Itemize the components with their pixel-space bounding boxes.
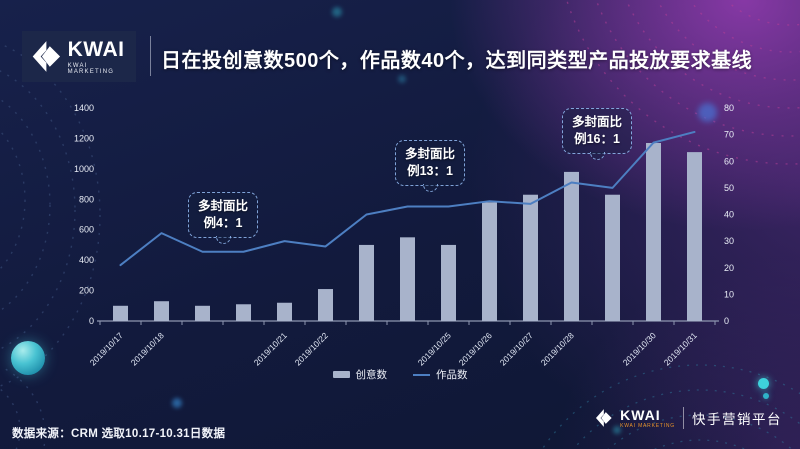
annotation-tail — [215, 235, 231, 244]
axis-tick-label: 2019/10/28 — [539, 330, 576, 367]
bar-2019/10/24 — [400, 237, 415, 321]
footer-brand-subtitle: KWAI MARKETING — [620, 422, 675, 429]
line-series-label: 作品数 — [436, 369, 468, 381]
axis-tick-label: 200 — [79, 286, 94, 296]
annotation-ratio-13-1: 多封面比 例13：1 — [395, 140, 466, 192]
bar-2019/10/28 — [564, 171, 579, 321]
axis-tick-label: 40 — [724, 210, 734, 220]
bar-series-label: 创意数 — [355, 369, 388, 381]
axis-tick-label: 60 — [724, 156, 734, 166]
axis-tick-label: 2019/10/22 — [293, 330, 330, 367]
axis-tick-label: 2019/10/17 — [88, 330, 125, 367]
bar-2019/10/29 — [605, 194, 620, 321]
footer-brand-name: KWAI — [620, 406, 661, 423]
bar-2019/10/21 — [277, 302, 292, 321]
axis-tick-label: 600 — [79, 225, 94, 235]
axis-tick-label: 70 — [724, 130, 734, 140]
axis-tick-label: 2019/10/25 — [416, 330, 453, 367]
footer-brand: KWAI KWAI MARKETING 快手营销平台 — [595, 407, 782, 429]
annotation-ratio-4-1: 多封面比 例4：1 — [188, 192, 259, 244]
axis-tick-label: 2019/10/26 — [457, 330, 494, 367]
axis-tick-label: 0 — [724, 316, 729, 326]
annotation-line2: 例16：1 — [574, 131, 620, 146]
annotation-tail — [422, 183, 438, 192]
data-source-note: 数据来源：CRM 选取10.17-10.31日数据 — [12, 428, 226, 440]
axis-tick-label: 2019/10/27 — [498, 330, 535, 367]
axis-tick-label: 30 — [724, 236, 734, 246]
header: KWAI KWAI MARKETING 日在投创意数500个，作品数40个，达到… — [0, 0, 800, 95]
axis-tick-label: 400 — [79, 255, 94, 265]
axis-tick-label: 1200 — [74, 133, 94, 143]
bar-2019/10/22 — [318, 289, 333, 321]
legend-item-line-series: 作品数 — [413, 367, 468, 382]
chart-legend: 创意数 作品数 — [0, 367, 800, 382]
annotation-line2: 例13：1 — [407, 163, 453, 178]
bar-2019/10/20 — [236, 304, 251, 321]
axis-tick-label: 10 — [724, 289, 734, 299]
annotation-tail — [589, 151, 605, 160]
axis-tick-label: 2019/10/31 — [662, 330, 699, 367]
bar-2019/10/30 — [646, 142, 661, 321]
annotation-line1: 多封面比 — [198, 199, 249, 213]
footer-platform-name: 快手营销平台 — [692, 412, 782, 427]
axis-tick-label: 1400 — [74, 103, 94, 113]
axis-tick-label: 0 — [89, 316, 94, 326]
bar-2019/10/18 — [154, 301, 169, 321]
annotation-ratio-16-1: 多封面比 例16：1 — [562, 108, 633, 160]
annotation-line2: 例4：1 — [203, 215, 243, 230]
axis-tick-label: 2019/10/18 — [129, 330, 166, 367]
kwai-footer-logo-icon — [596, 409, 612, 427]
axis-tick-label: 800 — [79, 194, 94, 204]
bar-2019/10/26 — [482, 202, 497, 321]
page-title: 日在投创意数500个，作品数40个，达到同类型产品投放要求基线 — [161, 50, 753, 72]
footer-divider — [683, 407, 684, 429]
annotation-line1: 多封面比 — [405, 147, 456, 161]
kwai-logo-block: KWAI KWAI MARKETING — [22, 31, 136, 82]
axis-tick-label: 50 — [724, 183, 734, 193]
brand-name: KWAI — [67, 37, 125, 61]
bar-2019/10/19 — [195, 305, 210, 321]
bar-2019/10/17 — [113, 305, 128, 321]
header-divider — [150, 36, 151, 76]
bar-2019/10/31 — [687, 152, 702, 321]
axis-tick-label: 20 — [724, 263, 734, 273]
brand-subtitle: KWAI MARKETING — [67, 62, 115, 75]
line-series-swatch — [413, 373, 430, 376]
axis-tick-label: 2019/10/30 — [621, 330, 658, 367]
legend-item-bar-series: 创意数 — [332, 367, 388, 382]
kwai-logo-icon — [32, 41, 61, 72]
axis-tick-label: 80 — [724, 103, 734, 113]
bar-2019/10/25 — [441, 244, 456, 321]
bar-series-swatch — [332, 371, 350, 378]
axis-tick-label: 1000 — [74, 164, 94, 174]
annotation-line1: 多封面比 — [572, 115, 623, 129]
line-series — [119, 130, 696, 267]
bar-2019/10/27 — [523, 194, 538, 321]
bar-2019/10/23 — [359, 244, 374, 321]
axis-tick-label: 2019/10/21 — [252, 330, 289, 367]
